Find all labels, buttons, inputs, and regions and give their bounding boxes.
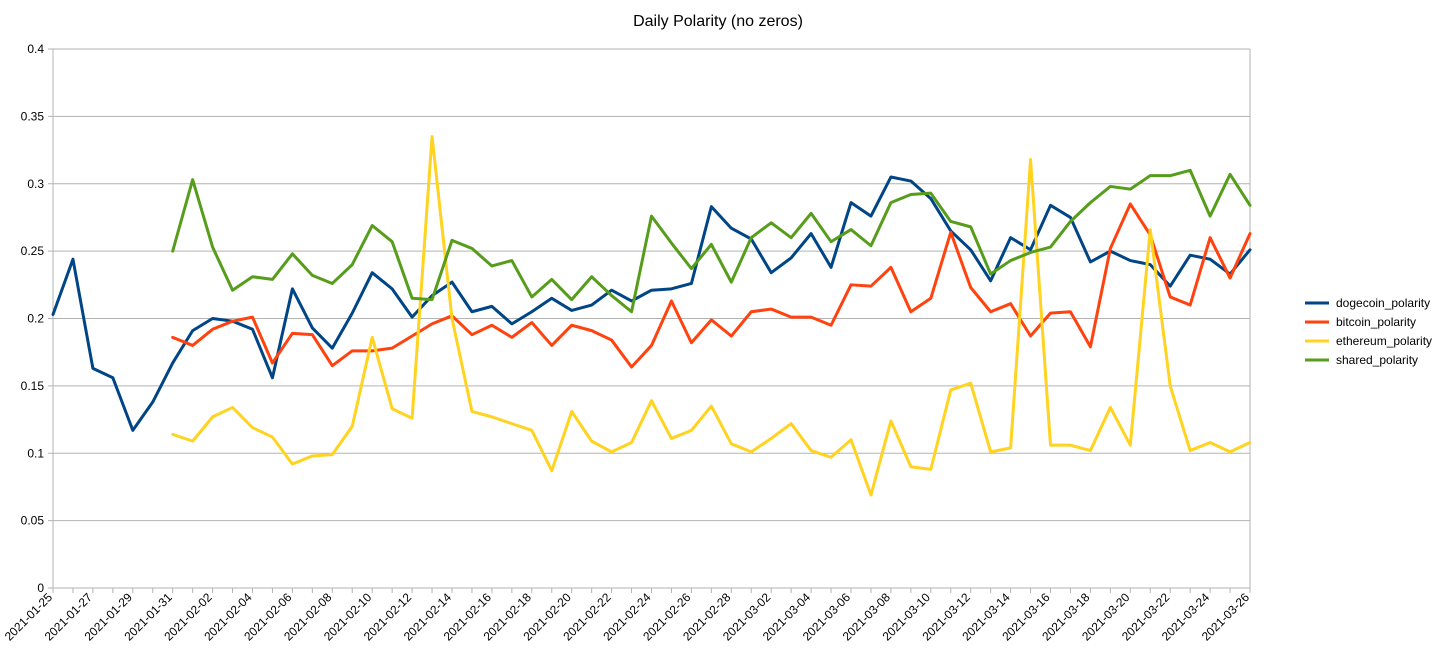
y-tick-label: 0 [37,581,44,595]
legend: dogecoin_polarity bitcoin_polarityethereu… [1305,296,1432,367]
y-tick-label: 0.15 [21,379,45,393]
y-tick-label: 0.2 [27,312,44,326]
series-line-dogecoin_polarity [51,175,1252,432]
legend-label-dogecoin_polarity: dogecoin_polarity [1336,296,1430,310]
gridlines [53,48,1250,589]
y-tick-label: 0.3 [27,177,44,191]
legend-label-shared_polarity: shared_polarity [1336,353,1418,367]
y-tick-label: 0.35 [21,109,45,123]
series-line-shared_polarity [171,168,1252,314]
chart-title: Daily Polarity (no zeros) [633,13,803,30]
y-tick-label: 0.4 [27,42,44,56]
legend-label-ethereum_polarity: ethereum_polarity [1336,334,1432,348]
legend-label-bitcoin_polarity: bitcoin_polarity [1336,315,1416,329]
series-line-bitcoin_polarity [171,202,1252,369]
y-tick-label: 0.05 [21,514,45,528]
series-lines [51,135,1252,497]
series-line-ethereum_polarity [171,135,1252,497]
y-tick-label: 0.25 [21,244,45,258]
y-tick-label: 0.1 [27,446,44,460]
